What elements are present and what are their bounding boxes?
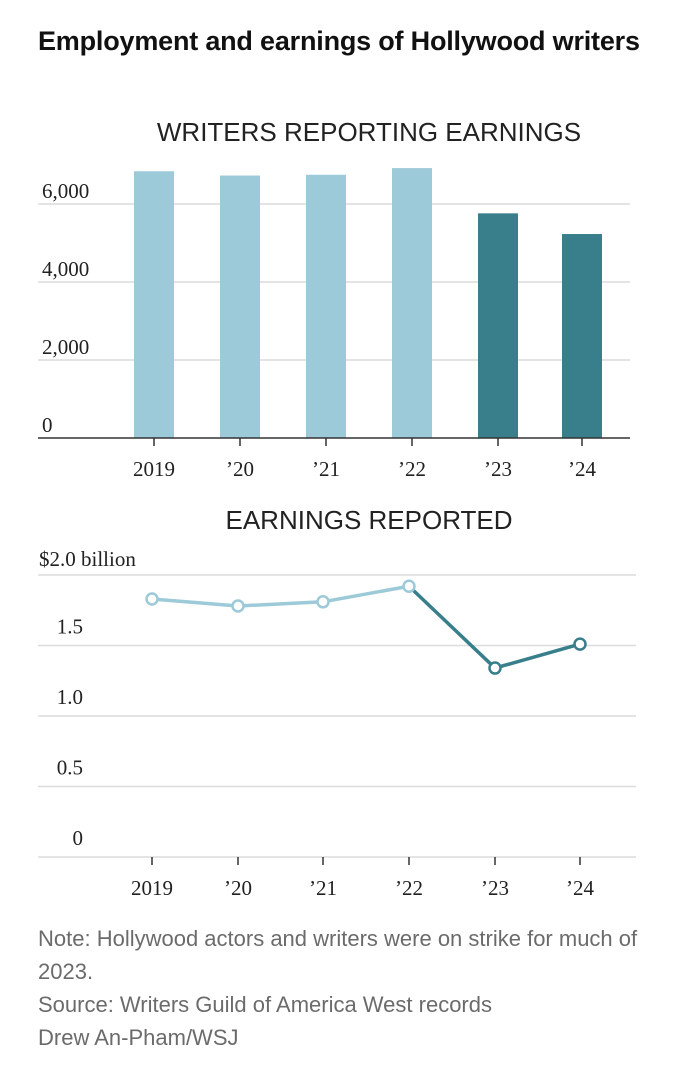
bar-x-tick-label: ’24 — [568, 457, 596, 481]
line-y-tick-label: $2.0 billion — [39, 547, 136, 571]
bar — [562, 234, 602, 438]
bar-x-tick-label: ’20 — [226, 457, 254, 481]
credit-line: Drew An-Pham/WSJ — [38, 1025, 239, 1050]
earnings-point — [145, 592, 159, 606]
chart-footer: Note: Hollywood actors and writers were … — [38, 922, 658, 1054]
line-y-tick-label: 0.5 — [57, 756, 83, 780]
earnings-point — [573, 637, 587, 651]
earnings-point — [231, 599, 245, 613]
earnings-line-pre-strike — [151, 584, 410, 608]
source-line: Source: Writers Guild of America West re… — [38, 992, 492, 1017]
line-x-tick-label: ’23 — [481, 876, 509, 900]
earnings-line-chart: EARNINGS REPORTED 0 0.5 1.0 1.5 $2.0 billion… — [38, 505, 636, 900]
earnings-point — [488, 661, 502, 675]
line-x-tick-label: ’20 — [224, 876, 252, 900]
bar-y-tick-label: 6,000 — [42, 179, 89, 203]
bar-x-tick-label: 2019 — [133, 457, 175, 481]
line-x-tick-label: 2019 — [131, 876, 173, 900]
line-y-tick-label: 0 — [73, 826, 84, 850]
earnings-point — [316, 595, 330, 609]
earnings-point — [402, 579, 416, 594]
line-x-tick-label: ’22 — [395, 876, 423, 900]
bar — [478, 213, 518, 438]
line-x-tick-label: ’21 — [309, 876, 337, 900]
bar — [392, 168, 432, 438]
bar-x-tick-label: ’21 — [312, 457, 340, 481]
bar — [306, 174, 346, 438]
bar-x-tick-label: ’23 — [484, 457, 512, 481]
line-chart-title: EARNINGS REPORTED — [225, 505, 512, 535]
footnote: Note: Hollywood actors and writers were … — [38, 926, 638, 984]
bar-chart-title: WRITERS REPORTING EARNINGS — [157, 117, 581, 147]
line-x-tick-label: ’24 — [566, 876, 594, 900]
bar-y-tick-label: 4,000 — [42, 257, 89, 281]
writers-bar-chart: WRITERS REPORTING EARNINGS 0 2,000 4,000 6,… — [38, 117, 630, 481]
bar-y-tick-label: 0 — [42, 413, 53, 437]
line-y-tick-label: 1.5 — [57, 615, 83, 639]
bar-x-tick-label: ’22 — [398, 457, 426, 481]
bar — [220, 175, 260, 438]
headline: Employment and earnings of Hollywood wri… — [38, 26, 640, 56]
bar-y-tick-label: 2,000 — [42, 335, 89, 359]
earnings-line-strike — [407, 585, 581, 670]
bar — [134, 171, 174, 439]
line-y-tick-label: 1.0 — [57, 685, 83, 709]
